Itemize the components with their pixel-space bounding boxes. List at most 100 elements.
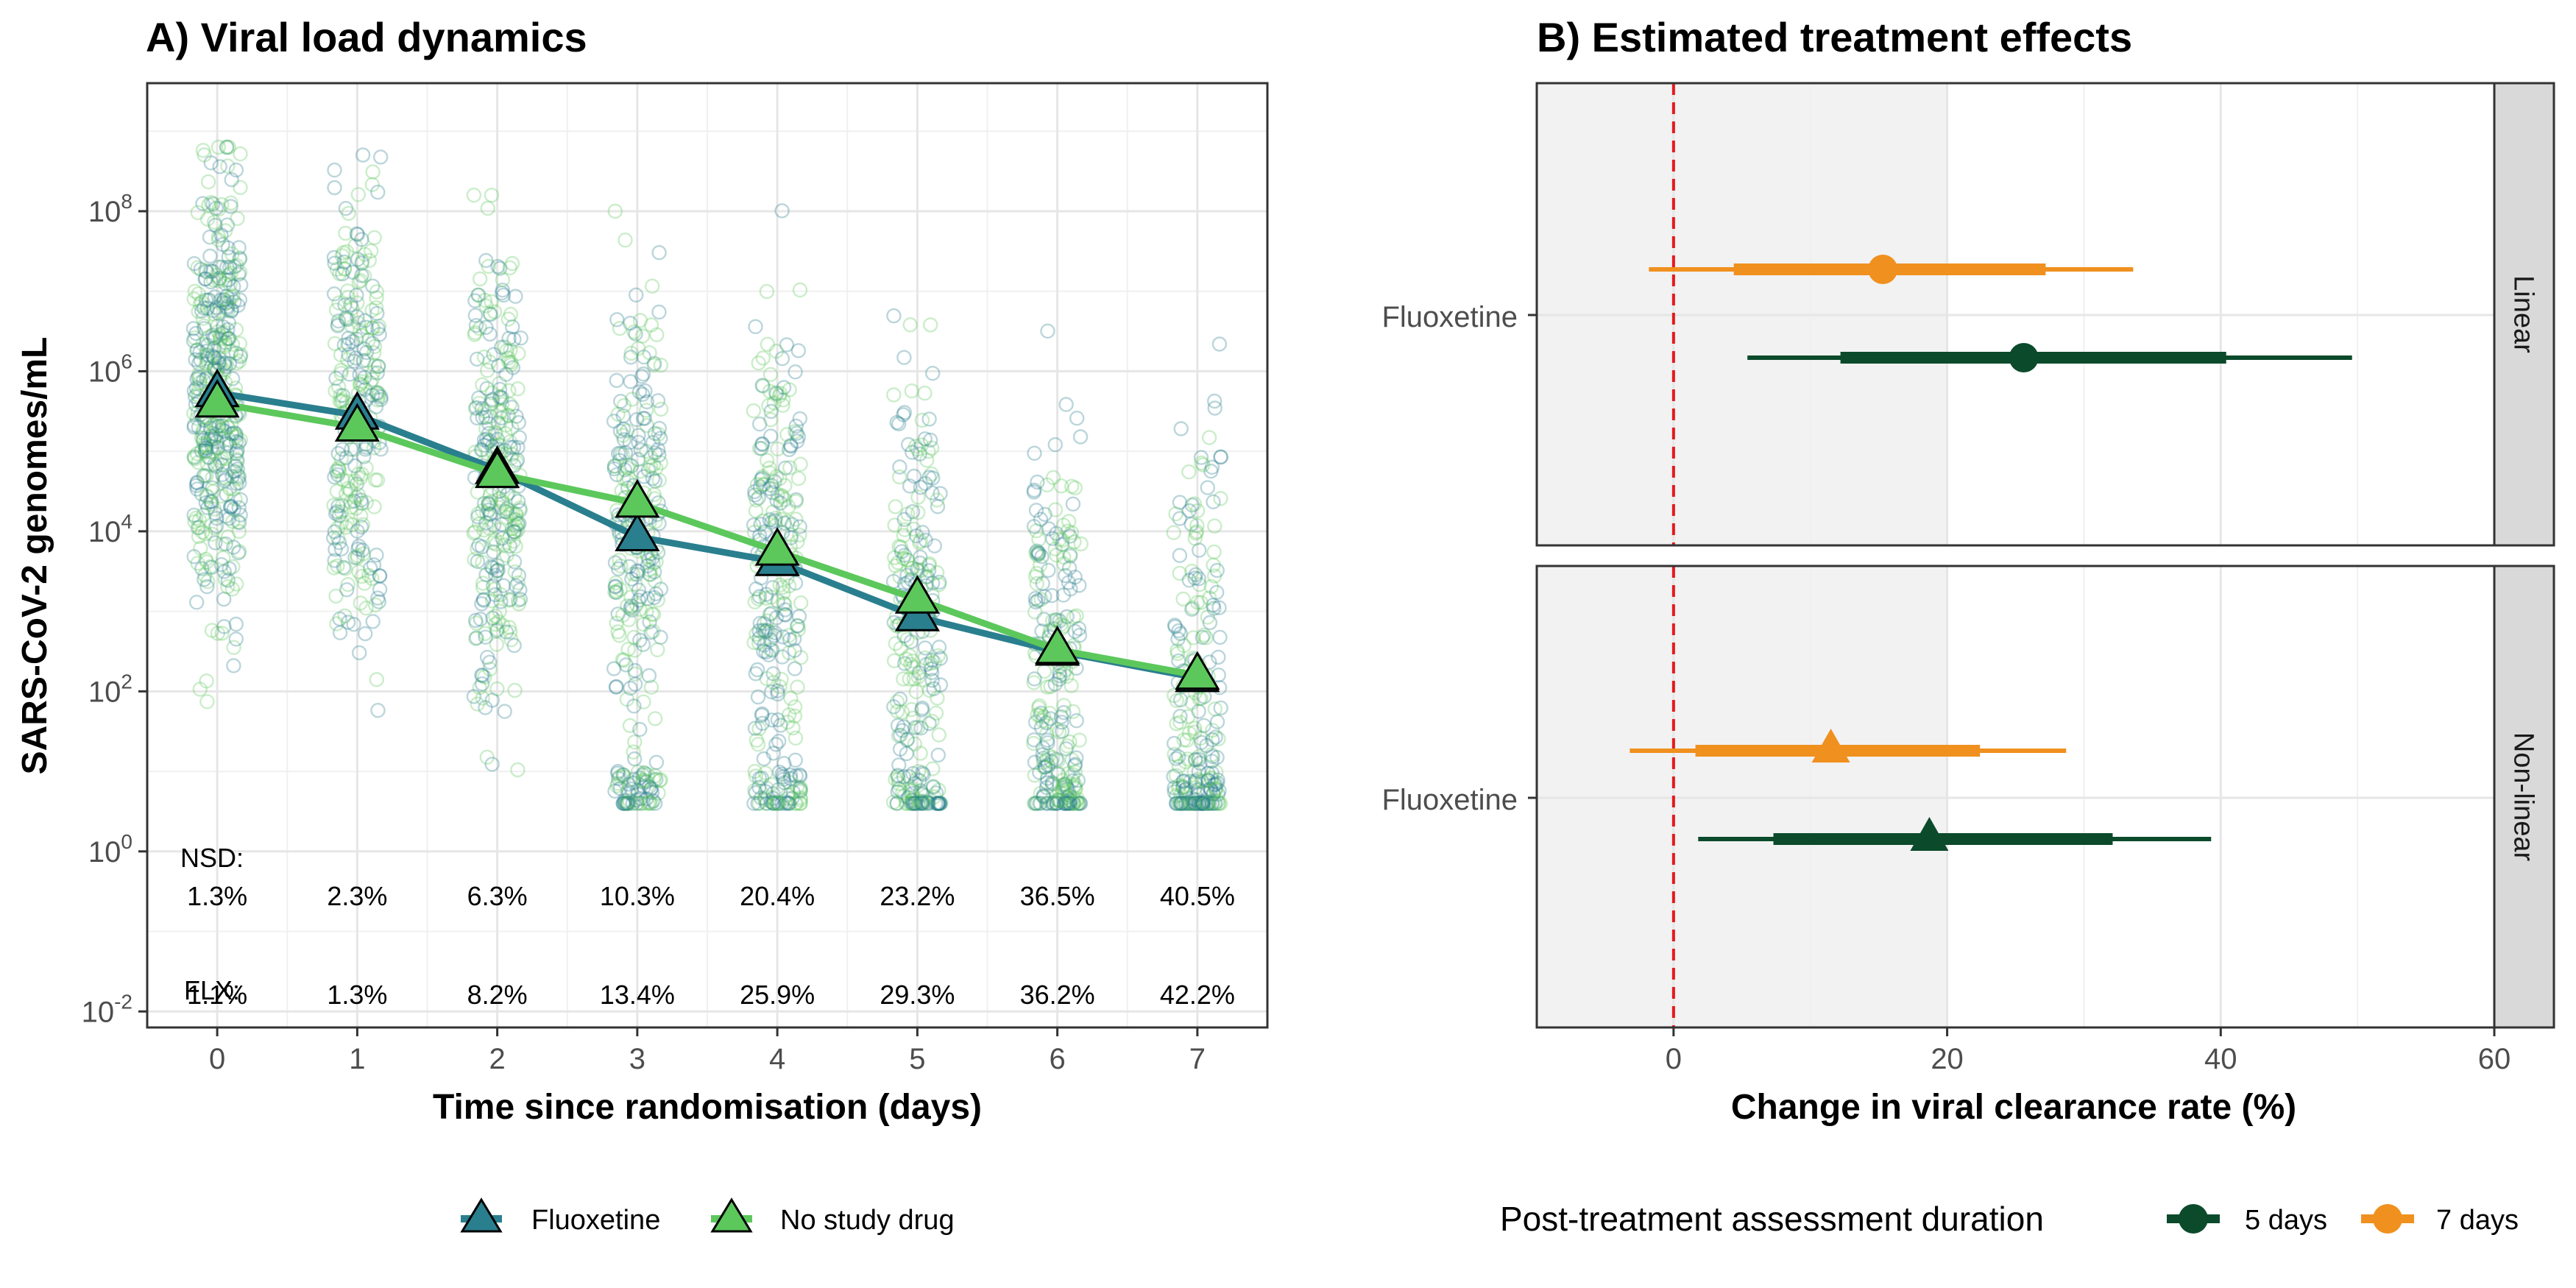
raw-point [491, 358, 506, 374]
raw-point [205, 263, 221, 279]
raw-point [509, 514, 526, 531]
raw-point [327, 162, 342, 178]
raw-point [631, 592, 646, 608]
raw-point [335, 388, 351, 403]
raw-point [1065, 704, 1081, 719]
raw-point [485, 560, 500, 576]
raw-point [749, 477, 765, 492]
raw-point [645, 793, 661, 809]
raw-point [636, 469, 652, 484]
raw-point [653, 401, 669, 417]
raw-point [626, 324, 642, 340]
raw-point [914, 700, 930, 716]
raw-point [1067, 780, 1083, 796]
raw-point [214, 197, 230, 213]
raw-point [489, 558, 505, 573]
raw-point [1032, 765, 1047, 780]
raw-point [219, 139, 235, 155]
raw-point [466, 526, 481, 541]
raw-point [647, 425, 663, 442]
raw-point [333, 504, 350, 520]
raw-point [933, 677, 949, 693]
nsd-pct-label: 10.3% [600, 881, 675, 911]
raw-point [618, 233, 633, 248]
raw-point [1185, 796, 1200, 811]
raw-point [364, 320, 380, 336]
raw-point [899, 796, 915, 811]
raw-point [352, 645, 367, 661]
raw-point [1050, 766, 1066, 782]
raw-point [772, 577, 788, 592]
raw-point [759, 796, 774, 811]
raw-point [921, 557, 937, 573]
raw-point [788, 364, 803, 380]
raw-point [347, 238, 363, 253]
raw-point [793, 784, 808, 799]
raw-point [628, 326, 643, 342]
raw-point [792, 796, 808, 811]
raw-point [749, 732, 765, 748]
raw-point [466, 188, 482, 203]
raw-point [224, 302, 239, 318]
raw-point [348, 350, 364, 366]
raw-point [653, 581, 669, 597]
raw-point [186, 291, 202, 307]
raw-point [774, 766, 790, 782]
raw-point [616, 652, 631, 668]
raw-point [1028, 796, 1044, 811]
raw-point [1181, 796, 1197, 811]
raw-point [233, 507, 248, 523]
raw-point [494, 285, 510, 301]
raw-point [365, 365, 381, 381]
raw-point [486, 347, 501, 362]
raw-point [894, 723, 910, 738]
raw-point [1044, 531, 1061, 546]
raw-point [1066, 534, 1082, 550]
raw-point [792, 519, 807, 534]
raw-point [650, 545, 666, 560]
raw-point [1192, 577, 1207, 592]
raw-point [767, 474, 782, 489]
x-tick-label: 1 [349, 1043, 365, 1075]
raw-point [1182, 796, 1198, 811]
x-tick-label: 5 [909, 1043, 925, 1075]
panel-a-xlabel: Time since randomisation (days) [433, 1088, 982, 1127]
raw-point [213, 488, 229, 504]
raw-point [224, 581, 240, 597]
raw-point [899, 746, 915, 762]
row-label-linear: Fluoxetine [1381, 301, 1518, 333]
raw-point [911, 796, 927, 811]
raw-point [348, 500, 364, 516]
raw-point [478, 298, 494, 314]
raw-point [892, 691, 908, 707]
raw-point [488, 567, 503, 583]
raw-point [512, 500, 528, 516]
raw-point [748, 666, 764, 682]
raw-point [483, 506, 498, 522]
raw-point [905, 659, 921, 675]
raw-point [1196, 627, 1212, 643]
raw-point [1033, 705, 1049, 721]
raw-point [370, 184, 386, 200]
raw-point [473, 442, 489, 457]
raw-point [336, 337, 352, 353]
raw-point [481, 416, 497, 431]
raw-point [216, 470, 232, 485]
nsd-pct-label: 2.3% [327, 881, 387, 911]
raw-point [910, 720, 926, 735]
raw-point [467, 325, 483, 341]
raw-point [333, 366, 349, 381]
x-tick-label: 7 [1189, 1043, 1206, 1075]
raw-point [230, 461, 245, 477]
raw-point [900, 732, 916, 747]
raw-point [609, 679, 624, 695]
raw-point [643, 780, 659, 796]
raw-point [341, 330, 356, 346]
raw-point [492, 376, 507, 392]
raw-point [371, 386, 386, 401]
raw-point [1171, 777, 1187, 793]
raw-point [223, 303, 239, 319]
raw-point [1062, 734, 1078, 750]
raw-point [1204, 459, 1220, 475]
raw-point [615, 796, 631, 811]
